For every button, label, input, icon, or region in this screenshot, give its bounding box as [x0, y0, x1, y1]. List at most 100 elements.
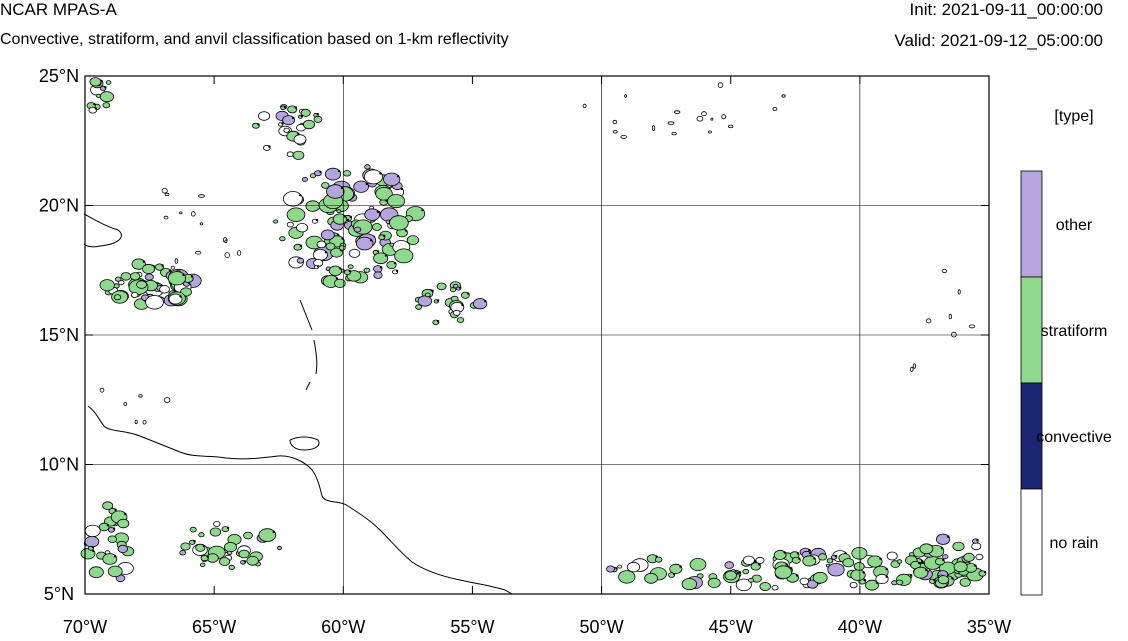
- precip-cell: [785, 563, 788, 566]
- precip-cell: [853, 562, 865, 571]
- precip-cell: [164, 192, 170, 196]
- precip-cell: [167, 271, 186, 286]
- precip-cell: [353, 226, 362, 233]
- precip-cell: [145, 295, 164, 310]
- precip-cell: [389, 242, 395, 247]
- graticule: [85, 76, 989, 594]
- precip-cell: [947, 535, 950, 538]
- lon-tick-label: 55°W: [450, 617, 494, 637]
- precip-cell: [941, 268, 948, 274]
- coastline-layer: [83, 213, 513, 595]
- precip-cell: [257, 123, 260, 126]
- precip-cell: [937, 575, 950, 585]
- precip-cell: [387, 194, 406, 209]
- precip-cell: [885, 575, 888, 578]
- precip-cell: [957, 289, 961, 295]
- precip-cell: [963, 552, 975, 562]
- precip-cell: [340, 186, 344, 190]
- precip-cell: [224, 239, 228, 244]
- precip-cell: [161, 264, 164, 267]
- precip-cell: [875, 573, 889, 585]
- precip-cell: [363, 169, 383, 185]
- precip-cell: [620, 134, 627, 139]
- precip-cell: [95, 93, 101, 98]
- precip-cell: [174, 258, 179, 264]
- precip-cell: [363, 267, 371, 273]
- precip-cell: [681, 578, 698, 591]
- precip-cell: [364, 208, 381, 221]
- precip-cell: [243, 531, 253, 540]
- precip-cell: [710, 117, 714, 121]
- precip-cell: [328, 265, 342, 277]
- precip-cell: [107, 565, 123, 578]
- precip-cell: [283, 105, 286, 109]
- precip-cell: [198, 532, 205, 538]
- precip-cell: [655, 556, 663, 563]
- precip-cell: [199, 222, 204, 226]
- precip-cell: [120, 272, 132, 281]
- precip-cell: [213, 521, 221, 527]
- precip-cell: [163, 215, 169, 220]
- precip-cell: [795, 574, 799, 577]
- precip-cell: [342, 170, 352, 177]
- precip-cell: [223, 541, 237, 553]
- precip-cell: [671, 132, 677, 136]
- precipitation-layer: [80, 77, 987, 592]
- precip-cell: [316, 265, 320, 268]
- precip-cell: [117, 544, 129, 554]
- precip-cell: [918, 562, 921, 565]
- precip-cell: [849, 581, 858, 589]
- valid-time: Valid: 2021-09-12_05:00:00: [894, 31, 1103, 50]
- precip-cell: [799, 577, 810, 585]
- precip-cell: [759, 582, 771, 592]
- precip-cell: [747, 577, 755, 583]
- precip-cell: [209, 527, 222, 537]
- precip-cell: [179, 295, 182, 298]
- precip-cell: [742, 568, 750, 575]
- precip-cell: [802, 555, 817, 567]
- precip-cell: [968, 324, 976, 329]
- precip-cell: [190, 275, 194, 278]
- precip-cell: [107, 535, 118, 543]
- precip-cell: [346, 218, 350, 221]
- precip-cell: [405, 229, 408, 232]
- precip-cell: [99, 91, 115, 103]
- precip-cell: [356, 236, 374, 251]
- precip-cell: [299, 244, 302, 247]
- precip-cell: [161, 187, 168, 194]
- precip-cell: [826, 558, 834, 564]
- precip-cell: [287, 105, 298, 114]
- precip-cell: [268, 145, 271, 148]
- precip-cell: [707, 577, 721, 589]
- precip-cell: [707, 130, 712, 134]
- precip-cell: [159, 285, 170, 294]
- precip-cell: [138, 394, 143, 398]
- lat-tick-label: 20°N: [39, 196, 79, 216]
- precip-cell: [612, 119, 618, 125]
- precip-cell: [667, 121, 675, 125]
- precip-cell: [349, 215, 352, 218]
- precip-cell: [452, 309, 461, 316]
- precip-cell: [925, 568, 928, 572]
- legend-label: convective: [1036, 429, 1112, 446]
- precip-cell: [330, 247, 344, 258]
- precip-cell: [459, 286, 462, 289]
- precip-cell: [952, 541, 965, 552]
- precip-cell: [297, 132, 300, 135]
- axis-ticks: 70°W 65°W 60°W 55°W 50°W 45°W 40°W 35°W 25°N 20°N…: [39, 66, 1011, 637]
- precip-cell: [168, 293, 183, 305]
- precip-cell: [316, 113, 319, 116]
- precip-cell: [386, 260, 397, 269]
- precip-cell: [347, 264, 354, 270]
- precip-cell: [114, 276, 122, 282]
- precip-cell: [920, 559, 924, 563]
- precip-cell: [925, 318, 932, 324]
- precip-cell: [114, 508, 117, 511]
- precip-cell: [199, 562, 206, 567]
- precip-cell: [971, 542, 982, 551]
- precip-cell: [406, 235, 420, 246]
- precip-cell: [396, 175, 400, 178]
- precip-cell: [948, 313, 952, 320]
- legend-swatch-no-rain: [1020, 488, 1043, 596]
